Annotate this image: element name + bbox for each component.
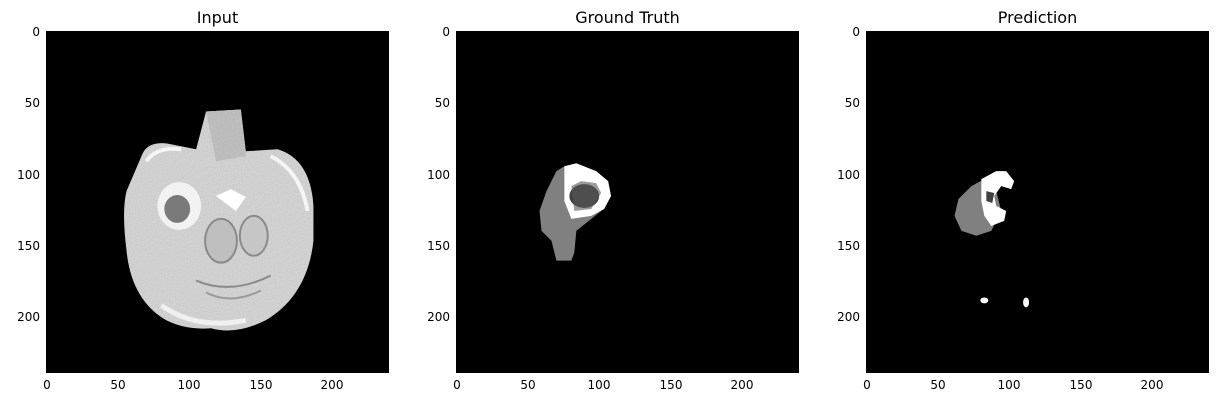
enhancing-region bbox=[981, 171, 1015, 226]
xtick-label: 200 bbox=[320, 378, 344, 392]
prediction-panel: Prediction 0 50 100 150 200 0 50 100 150… bbox=[820, 0, 1218, 407]
input-panel: Input bbox=[0, 0, 400, 407]
xtick-label: 50 bbox=[520, 378, 536, 392]
input-mri-image bbox=[124, 109, 314, 331]
xtick-label: 150 bbox=[249, 378, 273, 392]
ytick-label: 150 bbox=[837, 239, 860, 253]
xtick-label: 100 bbox=[997, 378, 1021, 392]
prediction-axes bbox=[866, 31, 1209, 373]
ytick-label: 50 bbox=[434, 96, 450, 110]
ytick-label: 50 bbox=[844, 96, 860, 110]
xtick-label: 0 bbox=[863, 378, 871, 392]
ground-truth-axes bbox=[456, 31, 799, 373]
xtick-label: 50 bbox=[110, 378, 126, 392]
ytick-label: 150 bbox=[427, 239, 450, 253]
xtick-label: 50 bbox=[930, 378, 946, 392]
xtick-label: 100 bbox=[587, 378, 611, 392]
xtick-label: 150 bbox=[1069, 378, 1093, 392]
xtick-label: 0 bbox=[453, 378, 461, 392]
brain-scan bbox=[124, 109, 314, 331]
xtick-label: 200 bbox=[1140, 378, 1164, 392]
ytick-label: 100 bbox=[17, 168, 40, 182]
ytick-label: 50 bbox=[24, 96, 40, 110]
core-shadow bbox=[571, 181, 602, 211]
ytick-label: 100 bbox=[427, 168, 450, 182]
ytick-label: 200 bbox=[17, 310, 40, 324]
false-positive-spot bbox=[1023, 297, 1030, 308]
ytick-label: 0 bbox=[852, 25, 860, 39]
ytick-label: 200 bbox=[427, 310, 450, 324]
ytick-label: 200 bbox=[837, 310, 860, 324]
ytick-label: 0 bbox=[32, 25, 40, 39]
input-image-axes bbox=[46, 31, 389, 373]
ground-truth-title: Ground Truth bbox=[575, 8, 680, 27]
input-title: Input bbox=[196, 8, 239, 27]
ground-truth-mask bbox=[539, 163, 612, 261]
ytick-label: 150 bbox=[17, 239, 40, 253]
xtick-label: 200 bbox=[730, 378, 754, 392]
ground-truth-panel: Ground Truth 0 50 100 150 200 0 50 100 1… bbox=[410, 0, 810, 407]
ytick-label: 0 bbox=[442, 25, 450, 39]
xtick-label: 100 bbox=[177, 378, 201, 392]
xtick-label: 0 bbox=[43, 378, 51, 392]
ytick-label: 100 bbox=[837, 168, 860, 182]
false-positive-spot bbox=[980, 297, 989, 304]
necrotic-core bbox=[986, 191, 995, 203]
xtick-label: 150 bbox=[659, 378, 683, 392]
prediction-title: Prediction bbox=[997, 8, 1078, 27]
prediction-mask bbox=[954, 171, 1030, 308]
